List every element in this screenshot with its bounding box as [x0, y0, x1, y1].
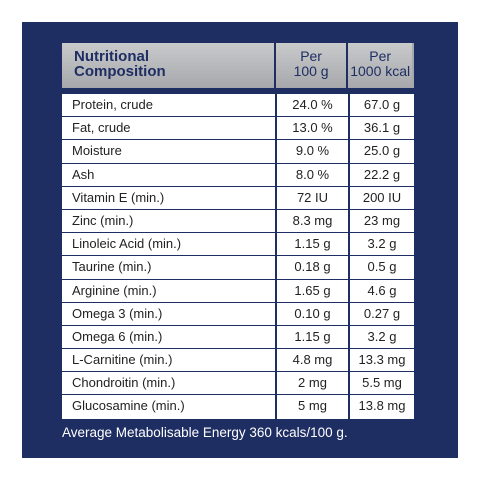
value-per-1000kcal: 0.27 g — [348, 302, 414, 325]
table-body: Protein, crude 24.0 % 67.0 g Fat, crude 13.0… — [62, 94, 414, 419]
nutrient-name: Protein, crude — [72, 97, 153, 112]
value-per-100g: 8.0 % — [275, 163, 348, 186]
header-col2-line2: 100 g — [293, 63, 329, 79]
nutrient-name: Moisture — [72, 143, 122, 159]
value-per-1000kcal: 200 IU — [348, 186, 414, 209]
table-row: Chondroitin (min.) 2 mg 5.5 mg — [62, 372, 414, 396]
value-per-100g: 72 IU — [275, 186, 348, 209]
value-per-1000kcal: 36.1 g — [348, 117, 414, 140]
header-per-100g: Per 100 g — [273, 43, 347, 88]
value-per-100g: 24.0 % — [275, 94, 348, 117]
value-per-100g: 5 mg — [275, 395, 348, 419]
table-row: Omega 6 (min.) 1.15 g 3.2 g — [62, 325, 414, 350]
table-row: Ash 8.0 % 22.2 g — [62, 163, 414, 187]
nutrient-name: Omega 3 (min.) — [72, 305, 163, 321]
nutrient-name: Glucosamine (min.) — [72, 398, 185, 414]
value-per-100g: 13.0 % — [275, 117, 348, 140]
value-per-1000kcal: 13.3 mg — [348, 349, 414, 372]
table-row: Arginine (min.) 1.65 g 4.6 g — [62, 279, 414, 303]
value-per-1000kcal: 23 mg — [348, 209, 414, 233]
table-row: Moisture 9.0 % 25.0 g — [62, 140, 414, 164]
energy-footer: Average Metabolisable Energy 360 kcals/1… — [62, 425, 348, 440]
table-header: Nutritional Composition Per 100 g Per 10… — [62, 43, 414, 88]
value-per-1000kcal: 0.5 g — [348, 256, 414, 279]
header-col2-line1: Per — [300, 48, 322, 64]
value-per-100g: 1.65 g — [275, 279, 348, 302]
table-row: L-Carnitine (min.) 4.8 mg 13.3 mg — [62, 349, 414, 373]
table-row: Zinc (min.) 8.3 mg 23 mg — [62, 209, 414, 234]
value-per-100g: 9.0 % — [275, 140, 348, 163]
value-per-100g: 8.3 mg — [275, 209, 348, 233]
table-row: Glucosamine (min.) 5 mg 13.8 mg — [62, 395, 414, 419]
table-row: Omega 3 (min.) 0.10 g 0.27 g — [62, 302, 414, 326]
header-gap — [62, 88, 414, 94]
value-per-100g: 2 mg — [275, 372, 348, 395]
nutrient-name: Taurine (min.) — [72, 259, 152, 275]
header-label-line1: Nutritional — [74, 48, 149, 65]
table-row: Vitamin E (min.) 72 IU 200 IU — [62, 186, 414, 210]
nutrient-name: Fat, crude — [72, 120, 131, 136]
nutrient-name: Chondroitin (min.) — [72, 375, 176, 391]
nutrient-name: Omega 6 (min.) — [72, 328, 163, 344]
table-row: Protein, crude 24.0 % 67.0 g — [62, 94, 414, 118]
nutrient-name: Linoleic Acid (min.) — [72, 236, 182, 252]
nutrient-name: Vitamin E (min.) — [72, 189, 165, 205]
value-per-100g: 0.10 g — [275, 302, 348, 325]
value-per-100g: 1.15 g — [275, 233, 348, 256]
value-per-1000kcal: 5.5 mg — [348, 372, 414, 395]
table-row: Fat, crude 13.0 % 36.1 g — [62, 117, 414, 141]
header-label: Nutritional Composition — [62, 43, 274, 88]
header-col3-line1: Per — [369, 48, 392, 64]
nutrition-panel: Nutritional Composition Per 100 g Per 10… — [22, 22, 458, 458]
value-per-1000kcal: 3.2 g — [348, 233, 414, 256]
header-per-1000kcal: Per 1000 kcal — [346, 43, 412, 88]
table-row: Linoleic Acid (min.) 1.15 g 3.2 g — [62, 233, 414, 257]
value-per-1000kcal: 4.6 g — [348, 279, 414, 302]
header-label-line2: Composition — [74, 63, 166, 80]
table-row: Taurine (min.) 0.18 g 0.5 g — [62, 256, 414, 280]
nutrient-name: L-Carnitine (min.) — [72, 352, 173, 368]
value-per-1000kcal: 13.8 mg — [348, 395, 414, 419]
header-col3-line2: 1000 kcal — [350, 63, 411, 79]
nutrition-table: Nutritional Composition Per 100 g Per 10… — [62, 43, 414, 419]
value-per-100g: 1.15 g — [275, 325, 348, 349]
value-per-100g: 4.8 mg — [275, 349, 348, 372]
value-per-100g: 0.18 g — [275, 256, 348, 279]
value-per-1000kcal: 3.2 g — [348, 325, 414, 349]
value-per-1000kcal: 25.0 g — [348, 140, 414, 163]
nutrient-name: Zinc (min.) — [72, 212, 134, 228]
value-per-1000kcal: 22.2 g — [348, 163, 414, 186]
value-per-1000kcal: 67.0 g — [348, 94, 414, 117]
nutrient-name: Arginine (min.) — [72, 282, 157, 298]
nutrient-name: Ash — [72, 166, 95, 182]
